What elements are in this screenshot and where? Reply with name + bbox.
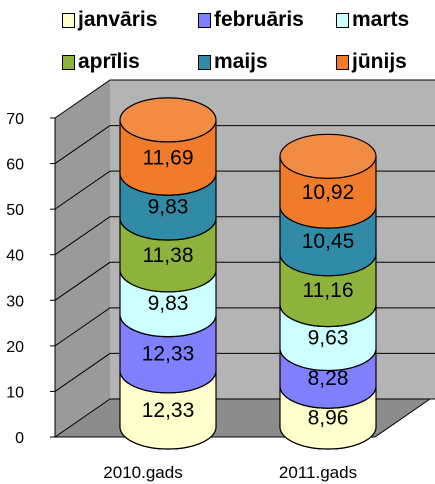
y-tick-label: 70 — [6, 111, 24, 128]
legend-label: aprīlis — [78, 50, 140, 73]
data-label: 11,69 — [143, 146, 194, 169]
legend-swatch — [198, 54, 211, 70]
data-label: 9,63 — [308, 326, 349, 349]
side-wall — [55, 80, 110, 437]
x-tick-label: 2010.gads — [103, 463, 182, 482]
y-tick-label: 30 — [6, 293, 24, 310]
legend-item: februāris — [198, 8, 304, 32]
legend-swatch — [62, 54, 75, 70]
data-label: 12,33 — [142, 343, 195, 366]
legend: janvāris februāris marts aprīlis maijs jūnijs — [0, 0, 435, 96]
legend-swatch — [198, 12, 211, 28]
data-label: 10,45 — [302, 230, 355, 253]
legend-label: maijs — [214, 50, 268, 73]
legend-item: aprīlis — [62, 50, 140, 74]
data-label: 8,28 — [308, 367, 349, 390]
legend-label: janvāris — [78, 8, 158, 31]
floor-edge — [374, 398, 431, 438]
legend-swatch — [336, 54, 349, 70]
data-label: 9,83 — [148, 292, 189, 315]
legend-item: maijs — [198, 50, 268, 74]
data-label: 8,96 — [308, 406, 349, 429]
legend-label: jūnijs — [352, 50, 407, 73]
data-label: 11,16 — [303, 279, 354, 302]
data-label: 9,83 — [148, 195, 189, 218]
data-label: 11,38 — [143, 244, 194, 267]
data-label: 10,92 — [302, 181, 355, 204]
data-label: 12,33 — [142, 399, 195, 422]
legend-item: jūnijs — [336, 50, 407, 74]
legend-item: janvāris — [62, 8, 157, 32]
legend-swatch — [62, 12, 75, 28]
y-tick-label: 20 — [6, 339, 24, 356]
gridline — [54, 79, 435, 119]
x-tick-label: 2011.gads — [279, 463, 357, 482]
y-tick-label: 50 — [6, 202, 24, 219]
legend-label: februāris — [214, 8, 304, 31]
y-tick-label: 40 — [6, 248, 24, 265]
y-tick-label: 10 — [6, 384, 24, 401]
bar-segment-top — [119, 97, 217, 143]
legend-swatch — [336, 12, 349, 28]
y-tick-label: 0 — [15, 430, 24, 447]
y-tick-label: 60 — [6, 157, 24, 174]
legend-item: marts — [336, 8, 409, 32]
legend-label: marts — [352, 8, 410, 31]
gridline — [54, 125, 435, 164]
bar-segment-top — [279, 133, 377, 179]
